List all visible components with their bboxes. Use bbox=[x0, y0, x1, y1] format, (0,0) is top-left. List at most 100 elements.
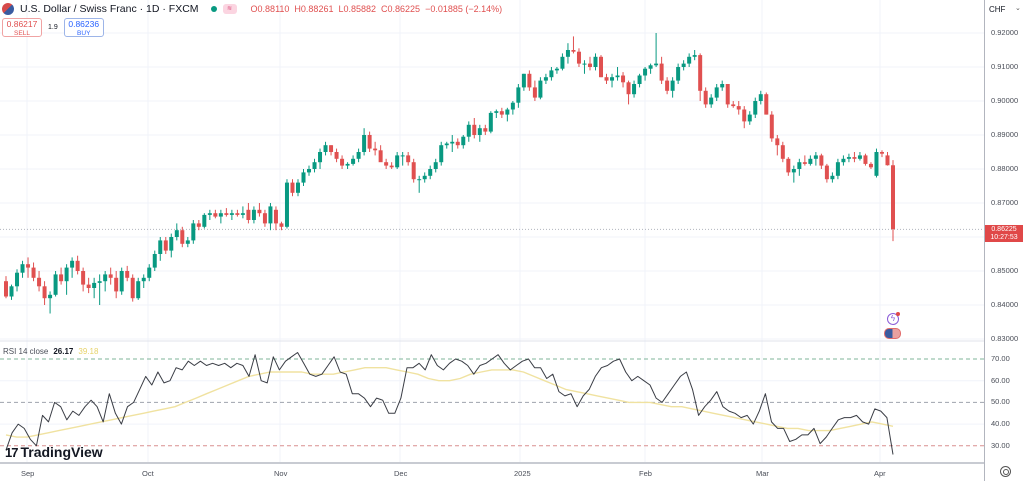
candle-up bbox=[147, 267, 152, 278]
candle-down bbox=[125, 271, 130, 278]
tradingview-logo[interactable]: 17 TradingView bbox=[5, 444, 103, 460]
candle-up bbox=[318, 152, 323, 163]
candle-up bbox=[714, 87, 719, 98]
candle-up bbox=[709, 97, 714, 105]
time-tick-label: 2025 bbox=[514, 469, 531, 478]
rsi-line bbox=[5, 352, 894, 455]
candle-down bbox=[863, 155, 868, 164]
currency-selector[interactable]: CHF bbox=[989, 5, 1006, 14]
candle-up bbox=[207, 213, 212, 215]
candle-down bbox=[59, 274, 64, 282]
price-tick-label: 0.91000 bbox=[991, 62, 1019, 71]
candle-down bbox=[499, 111, 504, 115]
candle-down bbox=[742, 109, 747, 122]
candle-up bbox=[830, 175, 835, 180]
candle-down bbox=[130, 277, 135, 299]
candle-down bbox=[703, 90, 708, 105]
rsi-legend[interactable]: RSI 14 close 26.17 39.18 bbox=[3, 347, 98, 356]
price-tick-label: 0.84000 bbox=[991, 300, 1019, 309]
candle-up bbox=[400, 155, 405, 157]
candle-up bbox=[565, 50, 570, 57]
candle-down bbox=[262, 213, 267, 224]
candle-up bbox=[136, 281, 141, 299]
candle-down bbox=[273, 209, 278, 224]
candle-up bbox=[422, 175, 427, 180]
candle-up bbox=[301, 172, 306, 183]
candle-down bbox=[599, 56, 604, 78]
price-tick-label: 0.87000 bbox=[991, 198, 1019, 207]
candle-up bbox=[637, 75, 642, 84]
candle-up bbox=[323, 145, 328, 152]
price-tick-label: 0.90000 bbox=[991, 96, 1019, 105]
candle-up bbox=[240, 213, 245, 215]
ohlc-values: O0.88110 H0.88261 L0.85882 C0.86225 −0.0… bbox=[250, 4, 503, 14]
candle-down bbox=[571, 50, 576, 52]
candle-up bbox=[758, 94, 763, 101]
candle-down bbox=[42, 286, 47, 299]
time-axis[interactable]: Sep Oct Nov Dec 2025 Feb Mar Apr bbox=[0, 462, 984, 481]
candle-up bbox=[670, 80, 675, 91]
candle-up bbox=[461, 136, 466, 146]
candle-down bbox=[279, 223, 284, 227]
economic-event-flag-icon[interactable] bbox=[884, 328, 901, 339]
high-value: 0.88261 bbox=[300, 4, 334, 14]
time-tick-label: Dec bbox=[394, 469, 408, 478]
candle-down bbox=[340, 158, 345, 166]
candle-down bbox=[373, 148, 378, 151]
candle-up bbox=[560, 56, 565, 69]
candle-down bbox=[527, 73, 532, 88]
candle-up bbox=[284, 182, 289, 227]
last-price-label: 0.86225 10:27:53 bbox=[985, 225, 1023, 242]
candle-down bbox=[659, 63, 664, 81]
candle-down bbox=[698, 55, 703, 91]
candle-down bbox=[108, 274, 113, 278]
candle-down bbox=[4, 281, 8, 297]
candle-up bbox=[97, 281, 102, 283]
buy-button[interactable]: 0.86236 BUY bbox=[63, 18, 104, 37]
candle-down bbox=[472, 124, 477, 135]
data-flag-icon[interactable]: ≋ bbox=[222, 4, 237, 14]
candle-up bbox=[307, 169, 312, 173]
candle-down bbox=[725, 84, 730, 105]
candle-up bbox=[477, 128, 482, 135]
candle-up bbox=[632, 84, 637, 95]
close-value: 0.86225 bbox=[387, 4, 421, 14]
candle-up bbox=[516, 87, 521, 103]
lightning-event-icon[interactable]: ϟ bbox=[887, 312, 900, 325]
candle-up bbox=[676, 67, 681, 81]
change-value: −0.01885 (−2.14%) bbox=[425, 4, 503, 14]
candle-down bbox=[196, 223, 201, 227]
candle-up bbox=[720, 84, 725, 88]
sell-button[interactable]: 0.86217 SELL bbox=[2, 18, 42, 37]
candle-up bbox=[753, 101, 758, 115]
candle-up bbox=[268, 206, 273, 224]
candle-up bbox=[119, 271, 124, 292]
time-tick-label: Mar bbox=[756, 469, 769, 478]
candle-down bbox=[483, 128, 488, 132]
candle-up bbox=[439, 145, 444, 163]
candle-up bbox=[687, 56, 692, 64]
candle-up bbox=[846, 157, 851, 159]
candle-down bbox=[604, 77, 609, 81]
candle-up bbox=[174, 230, 179, 237]
candle-down bbox=[775, 138, 780, 146]
candle-up bbox=[295, 182, 300, 193]
candle-down bbox=[665, 80, 670, 91]
settings-gear-icon[interactable] bbox=[1000, 466, 1011, 477]
chart-canvas[interactable] bbox=[0, 0, 984, 462]
symbol-title[interactable]: U.S. Dollar / Swiss Franc · 1D · FXCM bbox=[20, 3, 199, 15]
candle-up bbox=[158, 240, 163, 254]
trade-buttons: 0.86217 SELL 1.9 0.86236 BUY bbox=[2, 18, 104, 37]
chevron-down-icon[interactable]: ⌄ bbox=[1015, 5, 1021, 12]
candle-down bbox=[334, 152, 339, 159]
candle-down bbox=[769, 114, 774, 139]
candle-up bbox=[20, 264, 25, 273]
price-tick-label: 0.85000 bbox=[991, 266, 1019, 275]
candle-up bbox=[521, 73, 526, 88]
chart-header: U.S. Dollar / Swiss Franc · 1D · FXCM ≋ … bbox=[2, 2, 502, 16]
candle-up bbox=[185, 240, 190, 244]
candle-down bbox=[824, 165, 829, 180]
candle-down bbox=[532, 87, 537, 98]
candle-down bbox=[224, 213, 229, 215]
price-tick-label: 0.88000 bbox=[991, 164, 1019, 173]
